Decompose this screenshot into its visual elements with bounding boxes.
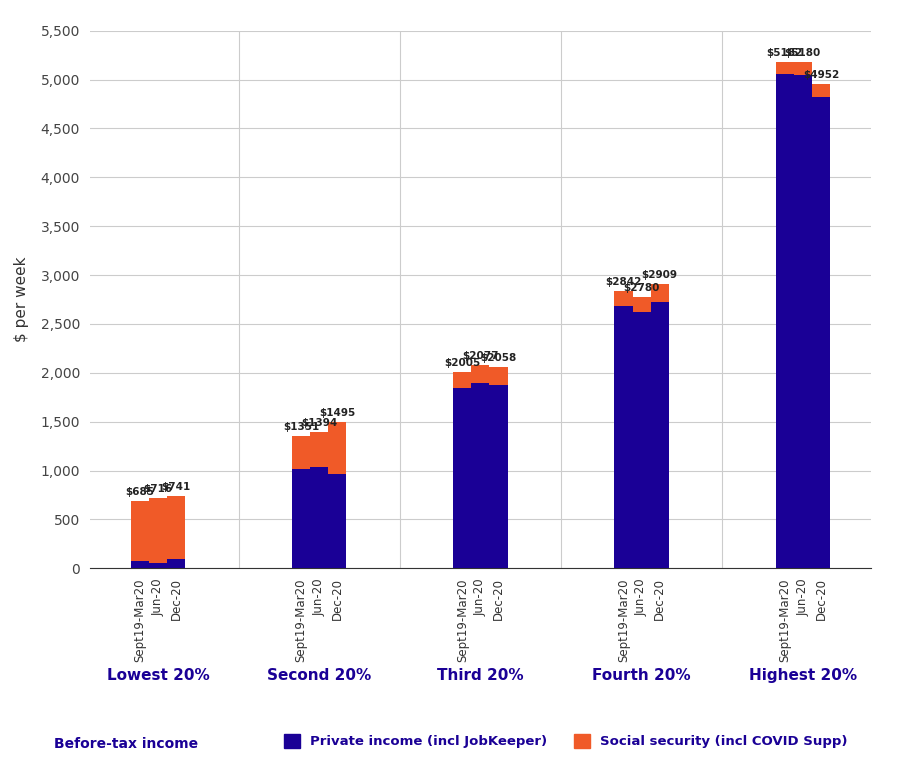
Bar [489,385,507,568]
Text: Second 20%: Second 20% [267,668,372,684]
Bar [149,498,167,564]
Text: $2780: $2780 [623,283,660,293]
Text: $5182: $5182 [767,48,803,58]
Text: $2842: $2842 [605,276,642,286]
Bar [471,382,489,568]
Text: $716: $716 [144,485,172,495]
Bar [614,290,632,306]
Legend: Private income (incl JobKeeper), Social security (incl COVID Supp): Private income (incl JobKeeper), Social … [278,729,853,753]
Bar [292,436,310,468]
Text: $1394: $1394 [301,418,338,428]
Text: Before-tax income: Before-tax income [54,737,198,751]
Bar [167,558,185,568]
Bar [776,61,794,74]
Bar [632,296,651,313]
Text: Lowest 20%: Lowest 20% [107,668,209,684]
Bar [812,98,830,568]
Text: $685: $685 [126,488,154,498]
Bar [453,389,471,568]
Bar [794,62,812,74]
Text: Third 20%: Third 20% [437,668,524,684]
Bar [167,496,185,558]
Text: $2058: $2058 [480,353,516,363]
Bar [131,502,149,561]
Bar [651,284,669,303]
Text: $2077: $2077 [462,352,498,362]
Bar [614,306,632,568]
Bar [329,475,347,568]
Text: $1495: $1495 [319,409,356,419]
Y-axis label: $ per week: $ per week [14,257,30,343]
Text: $741: $741 [162,482,190,492]
Text: $2005: $2005 [445,359,480,369]
Bar [812,84,830,98]
Bar [651,303,669,568]
Bar [632,313,651,568]
Text: $1351: $1351 [283,422,320,432]
Bar [794,74,812,568]
Text: Highest 20%: Highest 20% [749,668,857,684]
Text: $5180: $5180 [785,48,821,58]
Bar [471,366,489,382]
Bar [310,467,329,568]
Text: $2909: $2909 [642,270,678,280]
Bar [310,432,329,467]
Bar [489,367,507,385]
Bar [131,561,149,568]
Bar [453,372,471,389]
Bar [776,74,794,568]
Bar [149,564,167,568]
Text: $4952: $4952 [803,71,839,81]
Bar [292,468,310,568]
Bar [329,422,347,475]
Text: Fourth 20%: Fourth 20% [593,668,691,684]
